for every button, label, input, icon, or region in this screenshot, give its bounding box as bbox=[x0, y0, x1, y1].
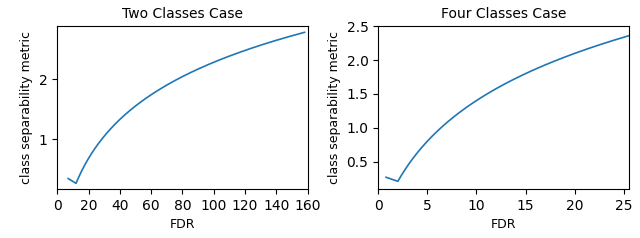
Y-axis label: class separability metric: class separability metric bbox=[20, 31, 33, 184]
Title: Four Classes Case: Four Classes Case bbox=[441, 7, 566, 21]
Y-axis label: class separability metric: class separability metric bbox=[328, 31, 341, 184]
X-axis label: FDR: FDR bbox=[491, 218, 516, 231]
X-axis label: FDR: FDR bbox=[170, 218, 195, 231]
Title: Two Classes Case: Two Classes Case bbox=[122, 7, 243, 21]
